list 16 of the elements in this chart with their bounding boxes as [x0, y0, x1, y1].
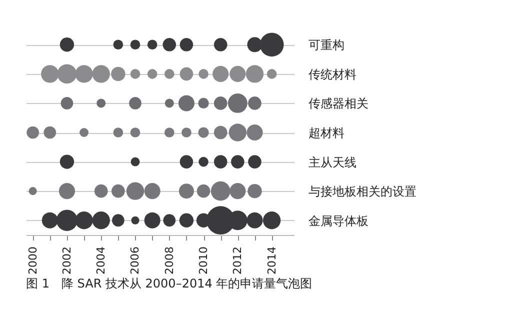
y-tick-label: 传感器相关	[308, 96, 368, 111]
y-tick-label: 可重构	[308, 38, 344, 52]
y-tick-label: 传统材料	[308, 67, 356, 82]
y-tick-label: 超材料	[308, 126, 344, 140]
text: 图 1 降 SAR 技术从 2000–2014 年的申请量气泡图	[26, 276, 312, 290]
x-tick-label: 2008	[162, 246, 176, 274]
x-tick-label: 2012	[231, 246, 244, 274]
y-tick-label: 金属导体板	[308, 214, 368, 228]
x-tick-label: 2002	[60, 246, 74, 274]
x-tick-label: 2006	[128, 246, 142, 274]
y-tick-label: 主从天线	[308, 155, 356, 170]
x-tick-label: 2010	[197, 246, 210, 274]
x-tick-label: 2000	[26, 246, 40, 274]
y-tick-label: 与接地板相关的设置	[308, 184, 416, 199]
x-tick-label: 2004	[94, 246, 108, 274]
x-tick-label: 2014	[265, 246, 278, 274]
